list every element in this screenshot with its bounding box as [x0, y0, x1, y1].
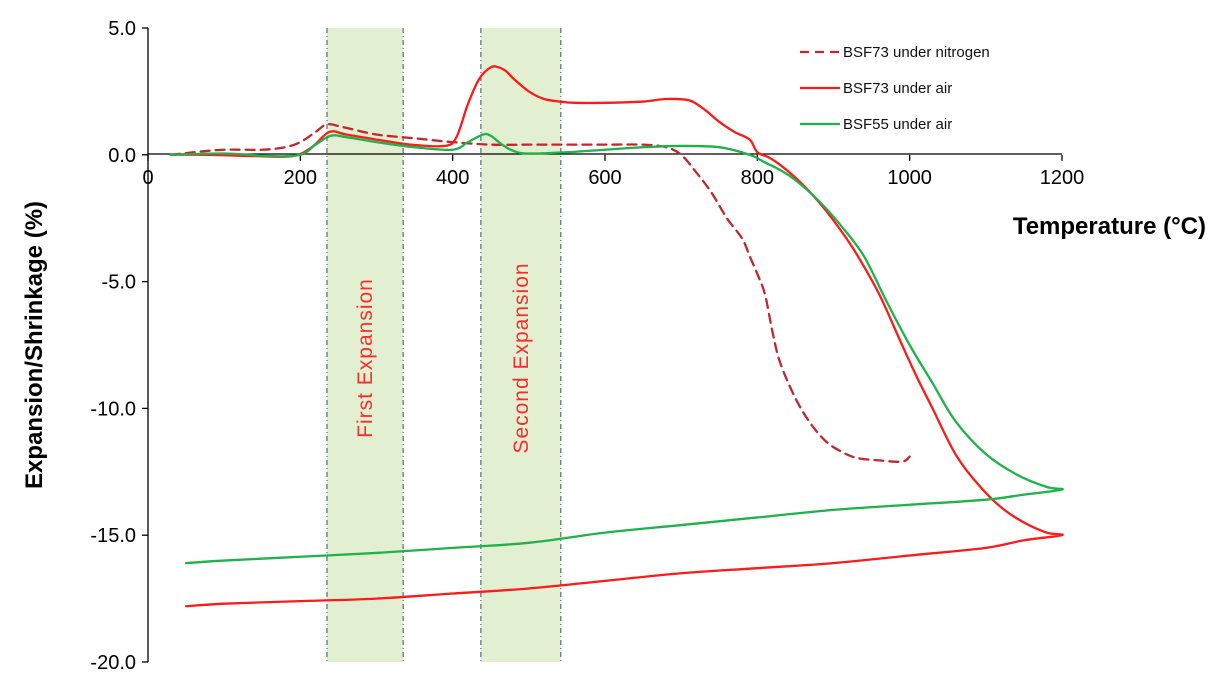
- x-tick-label: 200: [284, 167, 317, 189]
- tick-marks: 5.0 0.0 -5.0 -10.0 -15.0 -20.0 0 200 400 600 800 10…: [90, 18, 1084, 674]
- y-tick-label: -10.0: [90, 398, 136, 420]
- series-bsf55-air: [169, 132, 1064, 565]
- y-tick-label: 0.0: [108, 145, 136, 167]
- legend-label: BSF55 under air: [843, 116, 952, 133]
- data-series: [169, 65, 1064, 608]
- y-axis-title: Expansion/Shrinkage (%): [21, 201, 48, 489]
- band-2: [480, 28, 561, 662]
- y-tick-label: 5.0: [108, 18, 136, 40]
- x-tick-label: 600: [588, 167, 621, 189]
- y-tick-label: -15.0: [90, 525, 136, 547]
- x-tick-label: 1000: [887, 167, 932, 189]
- y-tick-label: -20.0: [90, 652, 136, 674]
- legend-label: BSF73 under nitrogen: [843, 44, 990, 61]
- band-1-label: First Expansion: [354, 278, 377, 438]
- x-tick-label: 1200: [1040, 167, 1085, 189]
- x-tick-label: 400: [436, 167, 469, 189]
- x-axis-title: Temperature (°C): [1013, 213, 1206, 240]
- series-bsf73-nitrogen: [169, 123, 911, 463]
- x-tick-label: 0: [142, 167, 153, 189]
- legend-label: BSF73 under air: [843, 80, 952, 97]
- x-tick-label: 800: [741, 167, 774, 189]
- y-tick-label: -5.0: [102, 272, 136, 294]
- expansion-bands: First Expansion Second Expansion: [326, 28, 562, 662]
- legend: BSF73 under nitrogen BSF73 under air BSF55…: [800, 44, 990, 133]
- series-bsf73-air: [169, 65, 1064, 608]
- band-2-label: Second Expansion: [510, 262, 533, 453]
